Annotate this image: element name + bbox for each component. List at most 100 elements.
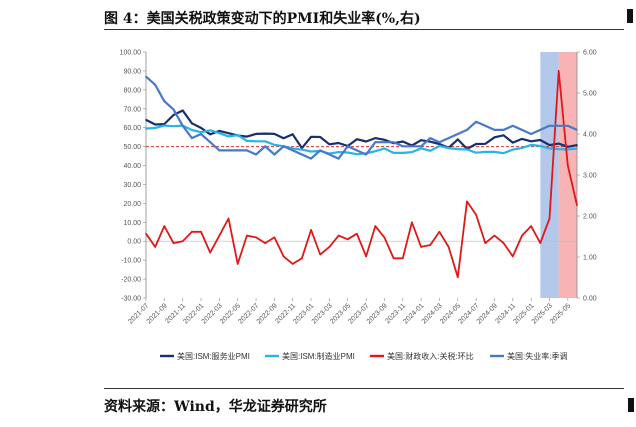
series-point bbox=[456, 148, 459, 150]
series-point bbox=[502, 242, 505, 244]
series-point bbox=[411, 145, 413, 148]
left-tick-label: -30.00 bbox=[121, 296, 141, 303]
series-point bbox=[466, 200, 468, 203]
edge-glyph-2 bbox=[628, 398, 634, 412]
series-point bbox=[310, 150, 312, 153]
left-tick-label: 40.00 bbox=[123, 163, 141, 170]
series-point bbox=[456, 138, 459, 141]
series-point bbox=[209, 129, 211, 132]
right-tick-label: 3.00 bbox=[583, 173, 597, 180]
series-point bbox=[145, 232, 147, 235]
shaded-region-1 bbox=[558, 52, 577, 298]
left-tick-label: 80.00 bbox=[123, 87, 141, 94]
series-point bbox=[548, 144, 551, 146]
left-tick-label: 70.00 bbox=[123, 106, 141, 113]
series-point bbox=[273, 144, 276, 146]
series-point bbox=[401, 152, 404, 154]
series-point bbox=[521, 147, 523, 149]
series-point bbox=[557, 70, 560, 72]
series-point bbox=[420, 147, 422, 150]
shaded-region-0 bbox=[540, 52, 559, 298]
series-point bbox=[200, 131, 202, 134]
series-point bbox=[319, 253, 322, 256]
series-point bbox=[401, 257, 404, 260]
series-point bbox=[502, 152, 505, 155]
series-point bbox=[218, 149, 221, 152]
series-point bbox=[319, 149, 322, 152]
series-point bbox=[548, 147, 551, 150]
series-point bbox=[200, 127, 202, 129]
series-point bbox=[301, 148, 303, 151]
series-point bbox=[227, 149, 230, 152]
series-point bbox=[273, 236, 276, 239]
series-point bbox=[246, 234, 248, 237]
series-point bbox=[411, 221, 413, 224]
series-point bbox=[246, 140, 248, 142]
series-point bbox=[191, 230, 193, 233]
series-point bbox=[512, 125, 514, 127]
series-point bbox=[246, 149, 248, 152]
series-point bbox=[512, 148, 514, 151]
series-2 bbox=[145, 70, 578, 279]
series-point bbox=[227, 132, 230, 134]
series-point bbox=[310, 135, 312, 138]
series-point bbox=[456, 133, 459, 135]
left-tick-label: 100.00 bbox=[120, 50, 142, 57]
series-point bbox=[557, 142, 560, 145]
series-point bbox=[576, 147, 578, 150]
series-point bbox=[255, 133, 257, 135]
left-tick-label: 20.00 bbox=[123, 201, 141, 208]
series-point bbox=[548, 125, 551, 127]
series-point bbox=[411, 151, 413, 153]
source-rule bbox=[104, 388, 624, 389]
series-point bbox=[282, 255, 285, 258]
series-point bbox=[255, 236, 257, 239]
series-point bbox=[145, 119, 147, 121]
series-point bbox=[264, 132, 267, 135]
series-point bbox=[191, 122, 193, 125]
series-point bbox=[346, 238, 349, 241]
left-tick-label: 10.00 bbox=[123, 220, 141, 227]
series-point bbox=[429, 140, 432, 143]
series-point bbox=[447, 147, 450, 149]
series-point bbox=[548, 217, 551, 220]
series-point bbox=[521, 138, 523, 140]
series-point bbox=[420, 246, 422, 248]
series-point bbox=[301, 257, 303, 260]
series-point bbox=[539, 139, 542, 141]
series-point bbox=[420, 145, 422, 148]
series-point bbox=[374, 150, 377, 152]
left-tick-label: -10.00 bbox=[121, 258, 141, 265]
series-point bbox=[502, 134, 505, 137]
series-point bbox=[493, 136, 496, 139]
series-point bbox=[438, 143, 441, 145]
series-point bbox=[401, 140, 404, 143]
series-point bbox=[475, 143, 477, 145]
series-point bbox=[328, 246, 331, 248]
series-point bbox=[374, 137, 377, 139]
series-point bbox=[383, 141, 386, 143]
legend-entry-3: 美国:失业率:季调 bbox=[507, 351, 567, 361]
series-point bbox=[475, 213, 477, 216]
right-tick-label: 2.00 bbox=[583, 214, 597, 221]
title-rule bbox=[104, 29, 624, 30]
series-point bbox=[310, 157, 312, 160]
series-point bbox=[255, 140, 257, 143]
series-point bbox=[392, 152, 395, 154]
series-point bbox=[567, 164, 569, 167]
series-point bbox=[172, 108, 175, 111]
series-point bbox=[365, 255, 367, 258]
series-point bbox=[264, 140, 267, 143]
series-point bbox=[374, 141, 377, 143]
series-line-0 bbox=[145, 109, 578, 150]
series-point bbox=[227, 217, 230, 220]
series-point bbox=[438, 145, 441, 147]
series-point bbox=[154, 123, 156, 126]
series-point bbox=[181, 240, 184, 243]
series-point bbox=[337, 151, 340, 153]
series-point bbox=[255, 153, 257, 156]
series-3 bbox=[145, 75, 578, 160]
series-point bbox=[154, 127, 156, 129]
series-point bbox=[493, 151, 496, 153]
series-point bbox=[172, 242, 175, 244]
